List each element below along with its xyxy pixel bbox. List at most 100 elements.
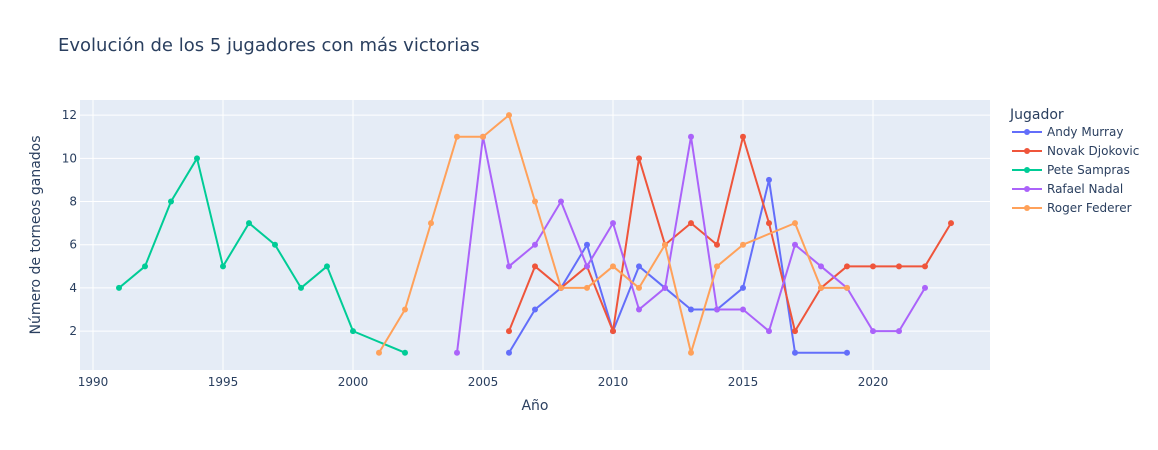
data-point-pete-sampras [116,284,122,291]
data-point-novak-djokovic [532,263,538,270]
data-point-roger-federer [454,133,460,140]
data-point-pete-sampras [298,284,304,291]
legend-label-roger-federer: Roger Federer [1047,201,1132,215]
data-point-rafael-nadal [688,133,694,140]
plot-area [80,100,990,370]
data-point-pete-sampras [324,263,330,270]
data-point-roger-federer [714,263,720,270]
data-point-roger-federer [428,220,434,227]
data-point-pete-sampras [272,241,278,248]
legend-label-andy-murray: Andy Murray [1047,125,1123,139]
data-point-roger-federer [584,284,590,291]
data-point-rafael-nadal [870,328,876,335]
y-tick-label: 6 [69,238,77,252]
chart-title: Evolución de los 5 jugadores con más vic… [58,35,480,56]
legend-label-pete-sampras: Pete Sampras [1047,163,1130,177]
data-point-novak-djokovic [688,220,694,227]
data-point-pete-sampras [168,198,174,205]
legend-label-rafael-nadal: Rafael Nadal [1047,182,1123,196]
series-line-roger-federer [378,114,847,354]
x-tick-label: 2000 [338,375,369,389]
data-point-rafael-nadal [558,198,564,205]
data-point-andy-murray [792,349,798,356]
data-point-rafael-nadal [766,328,772,335]
x-tick-label: 1990 [78,375,109,389]
y-tick-label: 8 [69,195,77,209]
series-pete-sampras [116,155,408,356]
data-point-rafael-nadal [506,263,512,270]
data-point-roger-federer [402,306,408,313]
legend-item-andy-murray[interactable]: Andy Murray [1012,125,1123,139]
data-point-roger-federer [506,112,512,119]
data-point-rafael-nadal [714,306,720,313]
legend-marker-roger-federer [1024,205,1030,211]
data-point-andy-murray [532,306,538,313]
data-point-novak-djokovic [714,241,720,248]
data-point-roger-federer [818,284,824,291]
series-roger-federer [376,112,850,356]
data-point-rafael-nadal [610,220,616,227]
data-point-rafael-nadal [454,349,460,356]
legend-item-pete-sampras[interactable]: Pete Sampras [1012,163,1130,177]
data-point-novak-djokovic [506,328,512,335]
data-point-roger-federer [740,241,746,248]
data-point-andy-murray [844,349,850,356]
y-tick-label: 10 [62,151,77,165]
data-point-roger-federer [792,220,798,227]
data-point-rafael-nadal [740,306,746,313]
data-point-pete-sampras [246,220,252,227]
legend-item-rafael-nadal[interactable]: Rafael Nadal [1012,182,1123,196]
data-point-roger-federer [610,263,616,270]
data-point-novak-djokovic [610,328,616,335]
data-point-rafael-nadal [662,284,668,291]
data-point-roger-federer [558,284,564,291]
data-point-andy-murray [688,306,694,313]
data-point-roger-federer [662,241,668,248]
legend-item-roger-federer[interactable]: Roger Federer [1012,201,1132,215]
data-point-rafael-nadal [922,284,928,291]
x-tick-label: 1995 [208,375,239,389]
data-point-novak-djokovic [948,220,954,227]
data-point-rafael-nadal [792,241,798,248]
x-tick-label: 2010 [598,375,629,389]
data-point-roger-federer [688,349,694,356]
x-tick-label: 2005 [468,375,499,389]
data-point-novak-djokovic [636,155,642,162]
data-point-andy-murray [766,176,772,183]
legend-marker-rafael-nadal [1024,186,1030,192]
y-axis-ticks: 2 4 6 8 10 12 [62,108,77,338]
data-point-andy-murray [584,241,590,248]
series-line-novak-djokovic [508,135,952,333]
legend-marker-novak-djokovic [1024,148,1030,154]
y-tick-label: 2 [69,324,77,338]
data-point-roger-federer [532,198,538,205]
y-tick-label: 4 [69,281,77,295]
data-point-pete-sampras [142,263,148,270]
data-point-roger-federer [480,133,486,140]
data-point-andy-murray [636,263,642,270]
y-axis-title: Número de torneos ganados [28,135,44,334]
data-point-pete-sampras [402,349,408,356]
data-point-rafael-nadal [636,306,642,313]
x-axis-ticks: 1990 1995 2000 2005 2010 2015 2020 [78,375,889,389]
series-group [116,112,954,356]
data-point-andy-murray [506,349,512,356]
data-point-roger-federer [636,284,642,291]
x-axis-title: Año [521,398,548,414]
data-point-novak-djokovic [844,263,850,270]
data-point-roger-federer [844,284,850,291]
data-point-rafael-nadal [818,263,824,270]
x-tick-label: 2015 [728,375,759,389]
x-tick-label: 2020 [858,375,889,389]
data-point-novak-djokovic [766,220,772,227]
legend-marker-pete-sampras [1024,167,1030,173]
data-point-novak-djokovic [792,328,798,335]
y-tick-label: 12 [62,108,77,122]
legend-title: Jugador [1009,107,1064,123]
data-point-pete-sampras [350,328,356,335]
data-point-novak-djokovic [896,263,902,270]
data-point-novak-djokovic [922,263,928,270]
legend-item-novak-djokovic[interactable]: Novak Djokovic [1012,144,1139,158]
data-point-roger-federer [376,349,382,356]
